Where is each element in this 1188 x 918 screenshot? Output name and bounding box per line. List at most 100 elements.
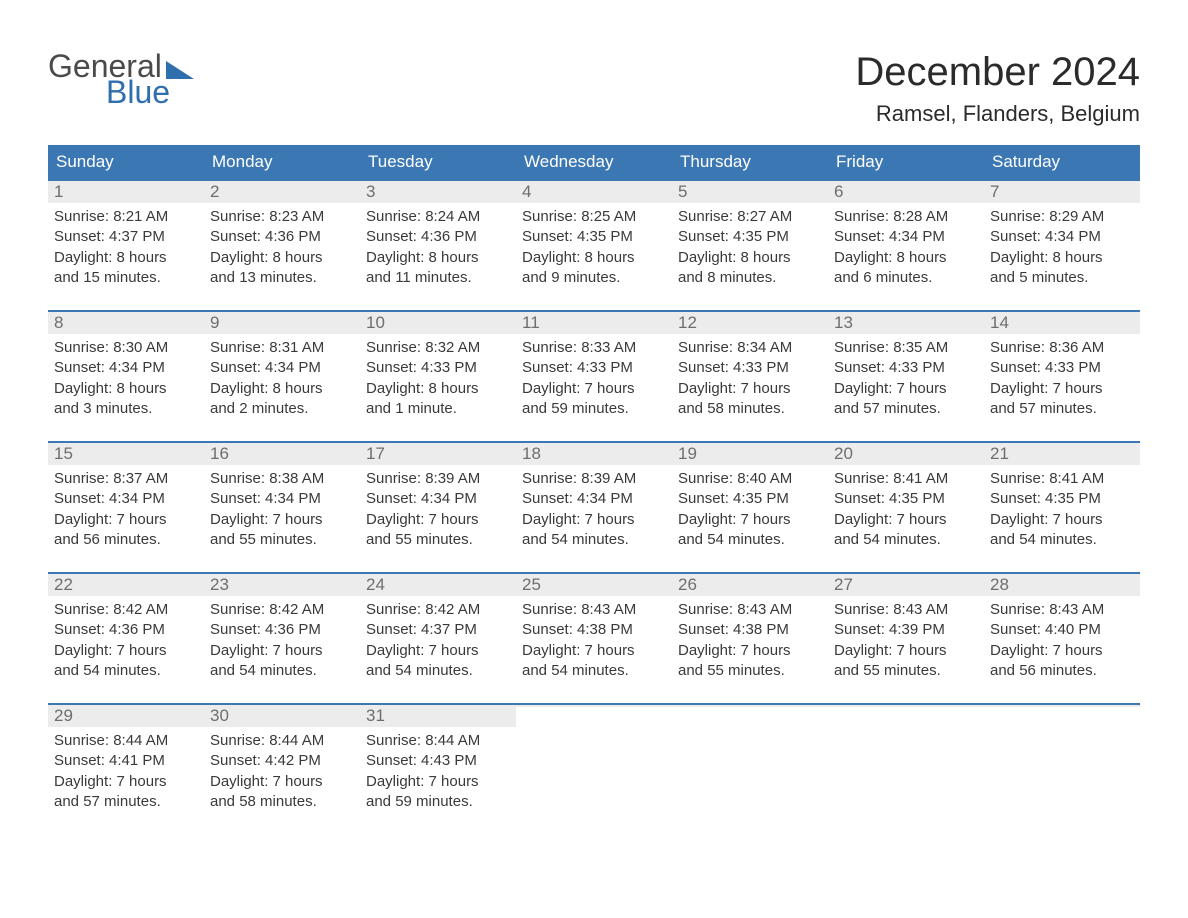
daylight-line-1: Daylight: 8 hours (54, 379, 198, 399)
daylight-line-1: Daylight: 7 hours (366, 772, 510, 792)
sunset-text: Sunset: 4:34 PM (834, 227, 978, 247)
day-details: Sunrise: 8:32 AMSunset: 4:33 PMDaylight:… (360, 334, 516, 425)
sunrise-text: Sunrise: 8:44 AM (210, 731, 354, 751)
sunrise-text: Sunrise: 8:24 AM (366, 207, 510, 227)
brand-word-2: Blue (106, 76, 194, 108)
day-number: 2 (204, 181, 360, 203)
day-number: 15 (48, 443, 204, 465)
brand-triangle-icon (166, 61, 194, 79)
calendar: SundayMondayTuesdayWednesdayThursdayFrid… (48, 145, 1140, 818)
day-number (516, 705, 672, 707)
calendar-day: 31Sunrise: 8:44 AMSunset: 4:43 PMDayligh… (360, 705, 516, 818)
sunset-text: Sunset: 4:35 PM (678, 227, 822, 247)
sunset-text: Sunset: 4:33 PM (834, 358, 978, 378)
day-details: Sunrise: 8:41 AMSunset: 4:35 PMDaylight:… (984, 465, 1140, 556)
day-details: Sunrise: 8:40 AMSunset: 4:35 PMDaylight:… (672, 465, 828, 556)
day-details: Sunrise: 8:43 AMSunset: 4:38 PMDaylight:… (516, 596, 672, 687)
calendar-day: 6Sunrise: 8:28 AMSunset: 4:34 PMDaylight… (828, 181, 984, 294)
sunset-text: Sunset: 4:33 PM (678, 358, 822, 378)
sunrise-text: Sunrise: 8:23 AM (210, 207, 354, 227)
sunset-text: Sunset: 4:43 PM (366, 751, 510, 771)
calendar-day: 1Sunrise: 8:21 AMSunset: 4:37 PMDaylight… (48, 181, 204, 294)
sunrise-text: Sunrise: 8:34 AM (678, 338, 822, 358)
day-number: 26 (672, 574, 828, 596)
day-number: 8 (48, 312, 204, 334)
sunrise-text: Sunrise: 8:32 AM (366, 338, 510, 358)
calendar-week: 1Sunrise: 8:21 AMSunset: 4:37 PMDaylight… (48, 179, 1140, 294)
daylight-line-1: Daylight: 8 hours (54, 248, 198, 268)
calendar-day: 14Sunrise: 8:36 AMSunset: 4:33 PMDayligh… (984, 312, 1140, 425)
sunrise-text: Sunrise: 8:43 AM (990, 600, 1134, 620)
sunset-text: Sunset: 4:34 PM (210, 489, 354, 509)
day-details: Sunrise: 8:41 AMSunset: 4:35 PMDaylight:… (828, 465, 984, 556)
sunrise-text: Sunrise: 8:44 AM (54, 731, 198, 751)
day-details: Sunrise: 8:44 AMSunset: 4:42 PMDaylight:… (204, 727, 360, 818)
calendar-day: 15Sunrise: 8:37 AMSunset: 4:34 PMDayligh… (48, 443, 204, 556)
sunset-text: Sunset: 4:42 PM (210, 751, 354, 771)
day-details: Sunrise: 8:42 AMSunset: 4:36 PMDaylight:… (204, 596, 360, 687)
day-number: 11 (516, 312, 672, 334)
daylight-line-2: and 58 minutes. (678, 399, 822, 419)
sunrise-text: Sunrise: 8:36 AM (990, 338, 1134, 358)
daylight-line-2: and 55 minutes. (366, 530, 510, 550)
calendar-week: 15Sunrise: 8:37 AMSunset: 4:34 PMDayligh… (48, 441, 1140, 556)
daylight-line-1: Daylight: 7 hours (678, 641, 822, 661)
weekday-label: Tuesday (360, 145, 516, 179)
sunrise-text: Sunrise: 8:30 AM (54, 338, 198, 358)
day-number: 1 (48, 181, 204, 203)
day-number: 10 (360, 312, 516, 334)
day-details: Sunrise: 8:43 AMSunset: 4:40 PMDaylight:… (984, 596, 1140, 687)
calendar-day: 23Sunrise: 8:42 AMSunset: 4:36 PMDayligh… (204, 574, 360, 687)
calendar-day: 30Sunrise: 8:44 AMSunset: 4:42 PMDayligh… (204, 705, 360, 818)
day-number: 23 (204, 574, 360, 596)
daylight-line-1: Daylight: 7 hours (990, 379, 1134, 399)
daylight-line-1: Daylight: 7 hours (678, 379, 822, 399)
sunrise-text: Sunrise: 8:42 AM (366, 600, 510, 620)
sunset-text: Sunset: 4:35 PM (522, 227, 666, 247)
calendar-day: 24Sunrise: 8:42 AMSunset: 4:37 PMDayligh… (360, 574, 516, 687)
daylight-line-2: and 58 minutes. (210, 792, 354, 812)
sunset-text: Sunset: 4:38 PM (678, 620, 822, 640)
daylight-line-1: Daylight: 8 hours (366, 379, 510, 399)
day-details: Sunrise: 8:44 AMSunset: 4:41 PMDaylight:… (48, 727, 204, 818)
sunset-text: Sunset: 4:37 PM (54, 227, 198, 247)
daylight-line-2: and 55 minutes. (834, 661, 978, 681)
sunset-text: Sunset: 4:34 PM (990, 227, 1134, 247)
daylight-line-1: Daylight: 7 hours (990, 641, 1134, 661)
day-details: Sunrise: 8:44 AMSunset: 4:43 PMDaylight:… (360, 727, 516, 818)
sunset-text: Sunset: 4:34 PM (54, 489, 198, 509)
sunrise-text: Sunrise: 8:41 AM (834, 469, 978, 489)
sunset-text: Sunset: 4:34 PM (366, 489, 510, 509)
sunrise-text: Sunrise: 8:25 AM (522, 207, 666, 227)
day-number: 12 (672, 312, 828, 334)
day-details: Sunrise: 8:39 AMSunset: 4:34 PMDaylight:… (360, 465, 516, 556)
daylight-line-2: and 57 minutes. (54, 792, 198, 812)
day-details: Sunrise: 8:43 AMSunset: 4:38 PMDaylight:… (672, 596, 828, 687)
day-number: 6 (828, 181, 984, 203)
daylight-line-1: Daylight: 7 hours (522, 510, 666, 530)
weekday-header-row: SundayMondayTuesdayWednesdayThursdayFrid… (48, 145, 1140, 179)
sunrise-text: Sunrise: 8:28 AM (834, 207, 978, 227)
daylight-line-2: and 9 minutes. (522, 268, 666, 288)
daylight-line-2: and 57 minutes. (834, 399, 978, 419)
calendar-day: 4Sunrise: 8:25 AMSunset: 4:35 PMDaylight… (516, 181, 672, 294)
daylight-line-1: Daylight: 7 hours (522, 379, 666, 399)
daylight-line-2: and 55 minutes. (210, 530, 354, 550)
calendar-day: 29Sunrise: 8:44 AMSunset: 4:41 PMDayligh… (48, 705, 204, 818)
sunset-text: Sunset: 4:33 PM (366, 358, 510, 378)
daylight-line-2: and 55 minutes. (678, 661, 822, 681)
sunrise-text: Sunrise: 8:42 AM (210, 600, 354, 620)
daylight-line-1: Daylight: 7 hours (834, 510, 978, 530)
sunset-text: Sunset: 4:36 PM (210, 227, 354, 247)
location-subtitle: Ramsel, Flanders, Belgium (855, 101, 1140, 127)
day-number: 21 (984, 443, 1140, 465)
sunset-text: Sunset: 4:35 PM (834, 489, 978, 509)
sunrise-text: Sunrise: 8:40 AM (678, 469, 822, 489)
day-number: 16 (204, 443, 360, 465)
sunrise-text: Sunrise: 8:35 AM (834, 338, 978, 358)
day-number: 7 (984, 181, 1140, 203)
sunrise-text: Sunrise: 8:43 AM (522, 600, 666, 620)
daylight-line-1: Daylight: 7 hours (366, 641, 510, 661)
daylight-line-2: and 15 minutes. (54, 268, 198, 288)
day-details: Sunrise: 8:29 AMSunset: 4:34 PMDaylight:… (984, 203, 1140, 294)
